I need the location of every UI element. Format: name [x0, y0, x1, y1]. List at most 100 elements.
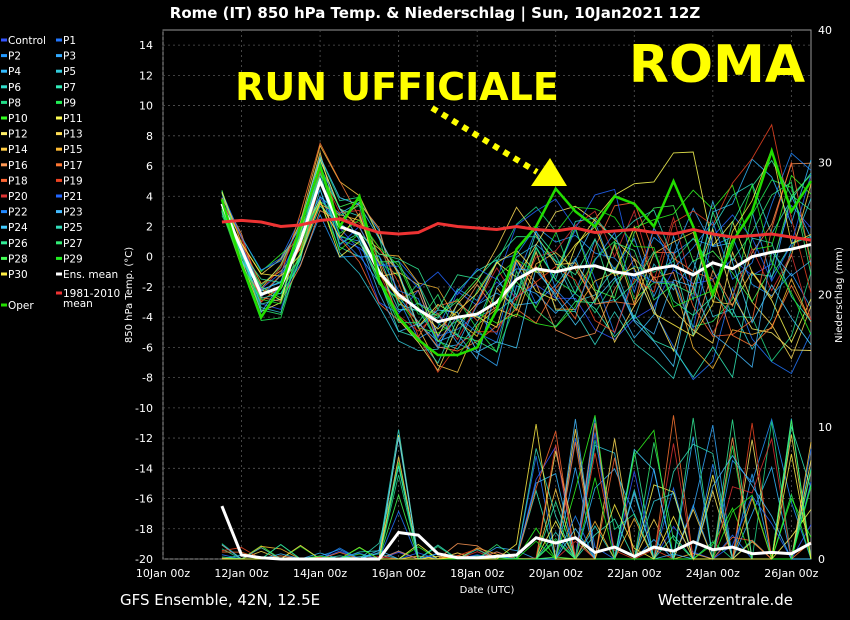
legend-label: P5: [63, 66, 76, 78]
legend-item: P4: [1, 66, 21, 78]
legend-label: P15: [63, 144, 83, 156]
legend-label: P24: [8, 222, 28, 234]
y-tick-label: 12: [139, 69, 153, 82]
footer-source: Wetterzentrale.de: [658, 591, 793, 609]
legend-label: P19: [63, 175, 83, 187]
legend-label: P8: [8, 97, 21, 109]
legend-item: P15: [56, 144, 83, 156]
legend-label: P10: [8, 113, 28, 125]
y-tick-label: -8: [142, 372, 153, 385]
y2-tick-label: 30: [818, 156, 832, 169]
legend-label: 1981-2010: [63, 288, 120, 300]
y-tick-label: -16: [135, 493, 153, 506]
legend-item: Control: [1, 35, 46, 47]
legend-item: P28: [1, 253, 28, 265]
legend-item: P24: [1, 222, 28, 234]
legend-label: P11: [63, 113, 83, 125]
legend-item: P26: [1, 238, 28, 250]
legend-label: P27: [63, 238, 83, 250]
legend-item: P25: [56, 222, 83, 234]
y-tick-label: 14: [139, 39, 153, 52]
y2-axis-label: Niederschlag (mm): [834, 247, 845, 343]
legend-label: P21: [63, 191, 83, 203]
x-tick-label: 20Jan 00z: [529, 567, 583, 580]
legend-label: P9: [63, 97, 76, 109]
annotation-arrow-head: [531, 158, 567, 186]
legend-label: P29: [63, 253, 83, 265]
member-precip-line: [221, 431, 812, 560]
x-tick-label: 18Jan 00z: [450, 567, 504, 580]
legend-label-line2: mean: [63, 298, 93, 310]
legend-label: P17: [63, 160, 83, 172]
legend-item: P9: [56, 97, 76, 109]
legend-label: P22: [8, 207, 28, 219]
legend-label: Ens. mean: [63, 269, 118, 281]
legend-item: P8: [1, 97, 21, 109]
legend-item: P13: [56, 129, 83, 141]
series-lines: [220, 146, 813, 561]
legend-item: P11: [56, 113, 83, 125]
legend-item: P18: [1, 175, 28, 187]
legend-item: P12: [1, 129, 28, 141]
legend-label: P2: [8, 51, 21, 63]
y-tick-label: -10: [135, 402, 153, 415]
x-tick-label: 24Jan 00z: [686, 567, 740, 580]
y2-tick-label: 10: [818, 421, 832, 434]
legend: Control P1 P2 P3 P4 P5 P6 P7 P8 P9 P10 P11 P12 P13 P14…: [1, 35, 120, 312]
y2-tick-label: 0: [818, 553, 825, 566]
member-temp-line: [221, 150, 812, 360]
legend-item: P20: [1, 191, 28, 203]
member-precip-line: [221, 463, 811, 560]
x-tick-label: 12Jan 00z: [214, 567, 268, 580]
x-tick-label: 10Jan 00z: [136, 567, 190, 580]
y2-tick-label: 40: [818, 24, 832, 37]
legend-label: P26: [8, 238, 28, 250]
member-temp-line: [221, 187, 812, 352]
y-tick-label: 8: [146, 130, 153, 143]
legend-item: P19: [56, 175, 83, 187]
y2-tick-label: 20: [818, 289, 832, 302]
axis-ticks: 14121086420-2-4-6-8-10-12-14-16-18-2010J…: [135, 24, 832, 580]
legend-item: P1: [56, 35, 76, 47]
legend-label: P30: [8, 269, 28, 281]
y-tick-label: -4: [142, 311, 153, 324]
legend-label: P4: [8, 66, 21, 78]
footer-model: GFS Ensemble, 42N, 12.5E: [120, 591, 320, 609]
legend-item: P17: [56, 160, 83, 172]
y-tick-label: -18: [135, 523, 153, 536]
y-tick-label: -14: [135, 462, 153, 475]
legend-label: P25: [63, 222, 83, 234]
series-line-1981-2010-mean: [221, 217, 812, 242]
run-ufficiale-label: RUN UFFICIALE: [235, 65, 559, 109]
member-temp-line: [221, 144, 812, 373]
legend-item: P2: [1, 51, 21, 63]
legend-item: P29: [56, 253, 83, 265]
x-tick-label: 16Jan 00z: [372, 567, 426, 580]
annotation-arrow-shaft: [430, 105, 539, 175]
legend-item: P14: [1, 144, 28, 156]
legend-label: Control: [8, 35, 46, 47]
y-tick-label: 4: [146, 190, 153, 203]
x-tick-label: 22Jan 00z: [607, 567, 661, 580]
series-line-oper: [220, 146, 813, 357]
legend-label: P23: [63, 207, 83, 219]
legend-label: P6: [8, 82, 21, 94]
legend-label: P14: [8, 144, 28, 156]
series-line-ens-mean: [220, 176, 812, 324]
member-precip-line: [221, 417, 812, 560]
legend-item: P23: [56, 207, 83, 219]
legend-item: P21: [56, 191, 83, 203]
member-temp-line: [221, 155, 812, 368]
legend-item: P30: [1, 269, 28, 281]
y-tick-label: -6: [142, 341, 153, 354]
legend-item: Ens. mean: [56, 269, 118, 281]
legend-item: P10: [1, 113, 28, 125]
member-temp-line: [221, 203, 812, 370]
legend-item: P6: [1, 82, 21, 94]
legend-label: P20: [8, 191, 28, 203]
legend-item: P7: [56, 82, 76, 94]
legend-label: P12: [8, 129, 28, 141]
y-tick-label: -20: [135, 553, 153, 566]
roma-label: ROMA: [629, 35, 805, 95]
